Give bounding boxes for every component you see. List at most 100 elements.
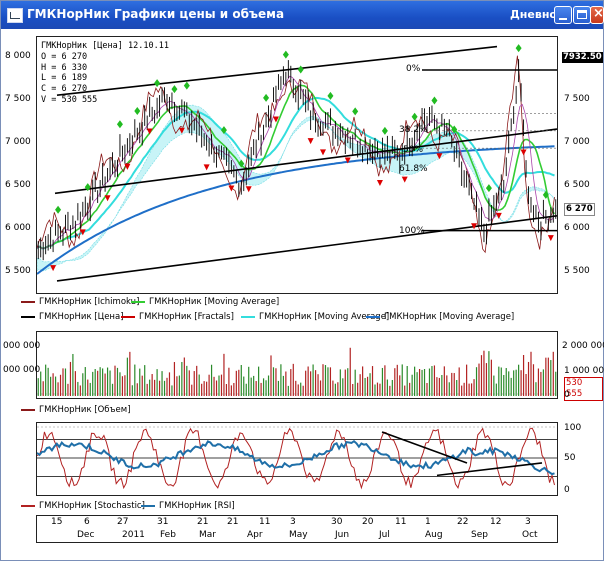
price-panel[interactable] (36, 36, 558, 294)
x-month-label: 2011 (122, 530, 145, 540)
osc-trendline-down (381, 431, 468, 464)
fractal-down-marker (320, 149, 326, 156)
fractal-down-marker (79, 229, 86, 236)
volume-value: V = 530 555 (41, 94, 98, 105)
minimize-button[interactable] (554, 6, 572, 24)
title-bar: ГМКНорНик Графики цены и объема Дневной (1, 1, 604, 29)
price-info-title: ГМКНорНик [Цена] 12.10.11 (41, 41, 169, 51)
fractal-up-marker (515, 44, 522, 53)
osc-y-0: 0 (564, 485, 570, 495)
top-price-tag: 7932.50 (562, 52, 603, 63)
fractal-down-marker (344, 157, 351, 164)
x-month-label: Jun (335, 530, 350, 540)
open-value: O = 6 270 (41, 51, 88, 62)
legend-ichimoku: ГМКНорНик [Ichimoku] (21, 297, 139, 307)
fractal-down-marker (228, 185, 235, 192)
x-month-label: Jul (379, 530, 390, 540)
fractal-down-marker (376, 179, 383, 186)
fractal-down-marker (203, 164, 210, 171)
fractal-up-marker (183, 81, 190, 90)
x-day-label: 3 (290, 517, 296, 527)
osc-y-100: 100 (564, 423, 582, 433)
fractal-up-marker (55, 205, 62, 214)
x-day-label: 27 (117, 517, 129, 527)
fractal-up-marker (171, 85, 178, 94)
fractal-up-marker (542, 190, 549, 199)
fractal-up-marker (116, 120, 123, 129)
x-day-label: 20 (362, 517, 374, 527)
fractal-up-marker (431, 96, 438, 105)
ichimoku-tenkan-line (37, 75, 555, 249)
close-button[interactable] (590, 6, 604, 24)
date-axis[interactable]: 15 6 27 31 21 21 11 3 30 20 11 1 22 12 3 Dec 2011 Feb Mar A… (36, 515, 558, 543)
fractal-down-marker (124, 163, 131, 170)
fractal-up-marker (84, 183, 91, 192)
ma-blue-line (37, 145, 555, 275)
trendline-lower (56, 215, 557, 282)
fractal-up-marker (352, 107, 359, 116)
fractal-down-marker (495, 212, 502, 219)
fractal-up-marker (154, 79, 161, 88)
osc-trendline-up (436, 462, 543, 477)
chart-app-icon (7, 8, 23, 23)
price-chart[interactable] (37, 37, 557, 293)
fractal-up-marker (451, 125, 458, 134)
fractal-down-marker (104, 195, 111, 202)
volume-chart[interactable] (37, 332, 557, 398)
legend-price: ГМКНорНик [Цена] (21, 312, 124, 322)
fib-100: 100% (399, 226, 425, 236)
fractal-down-marker (307, 138, 314, 145)
x-day-label: 3 (525, 517, 531, 527)
fractal-up-marker (485, 184, 492, 193)
x-day-label: 22 (457, 517, 469, 527)
price-y-left-label: 5 500 (5, 266, 31, 276)
x-day-label: 30 (331, 517, 343, 527)
x-day-label: 12 (490, 517, 502, 527)
fractal-down-marker (178, 127, 185, 134)
vol-y-left-1: 000 000 (3, 365, 41, 375)
x-month-label: May (289, 530, 308, 540)
fractal-up-marker (327, 91, 334, 100)
ichimoku-cloud (37, 104, 555, 272)
x-day-label: 11 (395, 517, 407, 527)
x-month-label: Mar (199, 530, 216, 540)
vol-y-left-0: 000 000 (3, 341, 41, 351)
fractal-down-marker (547, 235, 554, 242)
oscillator-panel[interactable] (36, 422, 558, 496)
price-y-left-label: 6 500 (5, 180, 31, 190)
fractal-up-marker (134, 107, 141, 116)
price-y-left-label: 7 500 (5, 94, 31, 104)
fractal-up-marker (297, 65, 304, 74)
period-label[interactable]: Дневной (510, 8, 565, 21)
low-value: L = 6 189 (41, 73, 88, 84)
x-month-label: Dec (77, 530, 95, 540)
x-month-label: Sep (471, 530, 488, 540)
fractal-up-marker (263, 93, 270, 102)
fractal-down-marker (520, 149, 527, 156)
maximize-button[interactable] (573, 6, 591, 24)
x-day-label: 31 (157, 517, 169, 527)
x-month-label: Feb (160, 530, 176, 540)
fib-61: 61.8% (399, 164, 428, 174)
rsi-line (37, 439, 555, 476)
fib-50: 50% (403, 145, 424, 155)
last-price-tag: 6 270 (564, 203, 595, 216)
legend-rsi: ГМКНорНик [RSI] (141, 501, 235, 511)
price-y-left-label: 6 000 (5, 223, 31, 233)
x-month-label: Aug (425, 530, 443, 540)
fractal-down-marker (401, 176, 408, 183)
fractal-down-marker (245, 186, 252, 193)
volume-panel[interactable] (36, 331, 558, 399)
legend-ma-green: ГМКНорНик [Moving Average] (131, 297, 279, 307)
oscillator-chart[interactable] (37, 423, 557, 495)
x-month-label: Apr (247, 530, 263, 540)
x-day-label: 15 (51, 517, 63, 527)
fractal-up-marker (411, 112, 418, 121)
x-day-label: 1 (425, 517, 431, 527)
fractal-down-marker (146, 128, 153, 135)
close-value: C = 6 270 (41, 84, 88, 95)
price-y-left-label: 7 000 (5, 137, 31, 147)
fractal-up-marker (238, 159, 245, 168)
fractal-up-marker (282, 50, 289, 59)
